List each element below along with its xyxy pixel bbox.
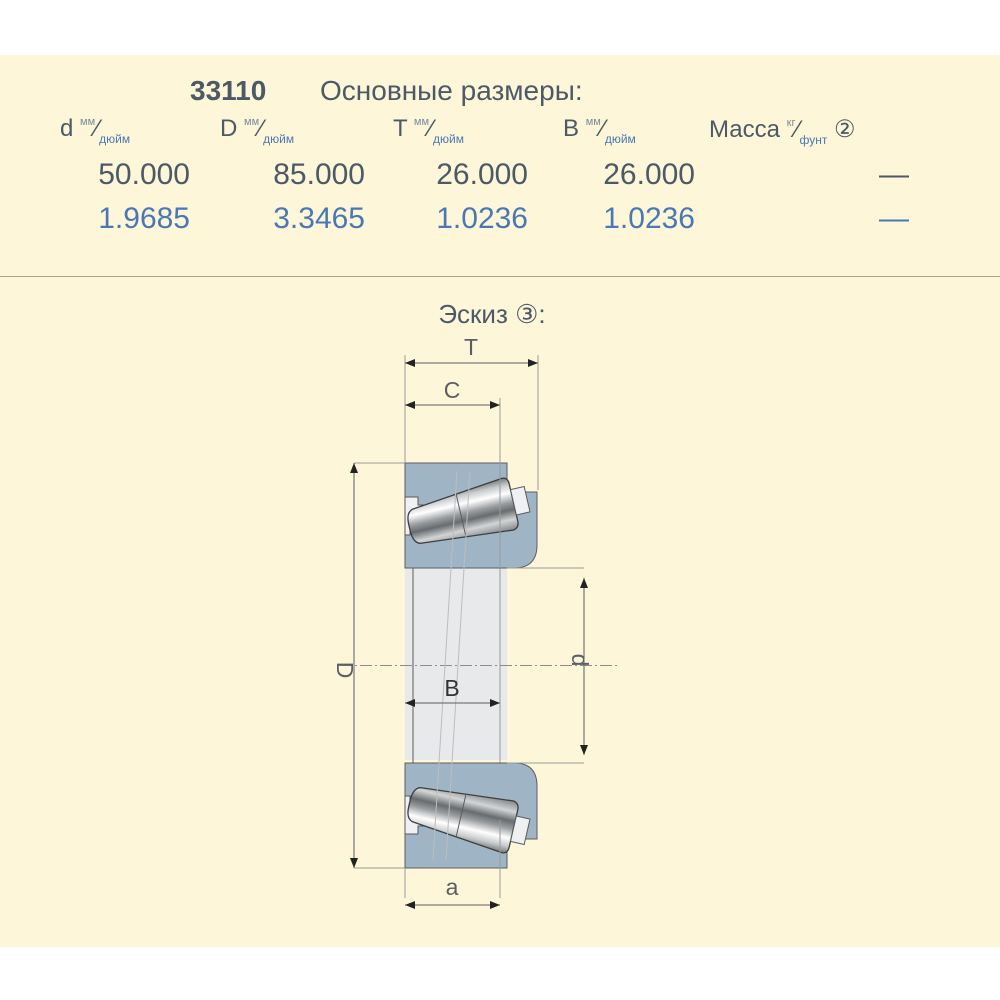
svg-text:d: d (567, 654, 593, 667)
svg-text:T: T (464, 334, 478, 360)
svg-text:B: B (444, 675, 459, 701)
svg-text:D: D (332, 662, 358, 679)
svg-text:C: C (444, 377, 461, 403)
svg-text:a: a (446, 874, 459, 900)
